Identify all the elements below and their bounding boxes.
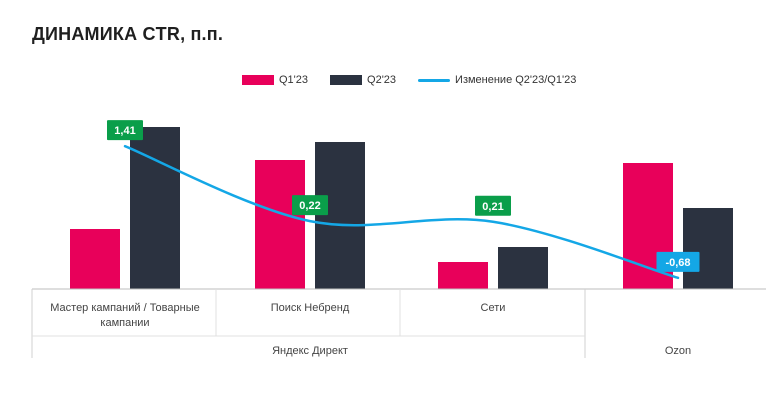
group-label-0: Яндекс Директ <box>272 345 348 357</box>
bar-q1-0 <box>70 229 120 289</box>
legend: Q1'23 Q2'23 Изменение Q2'23/Q1'23 <box>242 74 598 86</box>
bar-q1-2 <box>438 262 488 289</box>
change-label-box-3 <box>656 251 700 272</box>
change-label-box-2 <box>475 195 511 216</box>
legend-label-q2: Q2'23 <box>367 74 397 86</box>
change-label-1: 0,22 <box>299 200 320 212</box>
bar-q2-1 <box>315 142 365 289</box>
change-line <box>123 144 680 280</box>
change-label-box-0 <box>107 120 143 141</box>
bar-q1-1 <box>255 160 305 289</box>
legend-item-change: Изменение Q2'23/Q1'23 <box>418 74 576 86</box>
category-label-1-0: Поиск Небренд <box>271 302 350 314</box>
category-label-0-1: кампании <box>100 317 149 329</box>
legend-item-q1: Q1'23 <box>242 74 308 86</box>
bar-q2-2 <box>498 247 548 289</box>
change-label-0: 1,41 <box>114 125 135 137</box>
bar-q2-3 <box>683 208 733 289</box>
change-label-box-1 <box>292 195 328 216</box>
group-label-1: Ozon <box>665 345 691 357</box>
legend-swatch-q2 <box>330 75 363 85</box>
category-label-0-0: Мастер кампаний / Товарные <box>50 302 199 314</box>
change-label-2: 0,21 <box>482 201 503 213</box>
legend-label-q1: Q1'23 <box>279 74 309 86</box>
legend-swatch-change <box>418 78 451 82</box>
bar-q2-0 <box>130 127 180 289</box>
legend-item-q2: Q2'23 <box>330 74 396 86</box>
legend-label-change: Изменение Q2'23/Q1'23 <box>455 74 577 86</box>
chart-title: ДИНАМИКА CTR, п.п. <box>32 24 224 44</box>
change-label-3: -0,68 <box>665 257 690 269</box>
legend-swatch-q1 <box>242 75 274 85</box>
category-label-2-0: Сети <box>481 302 506 314</box>
